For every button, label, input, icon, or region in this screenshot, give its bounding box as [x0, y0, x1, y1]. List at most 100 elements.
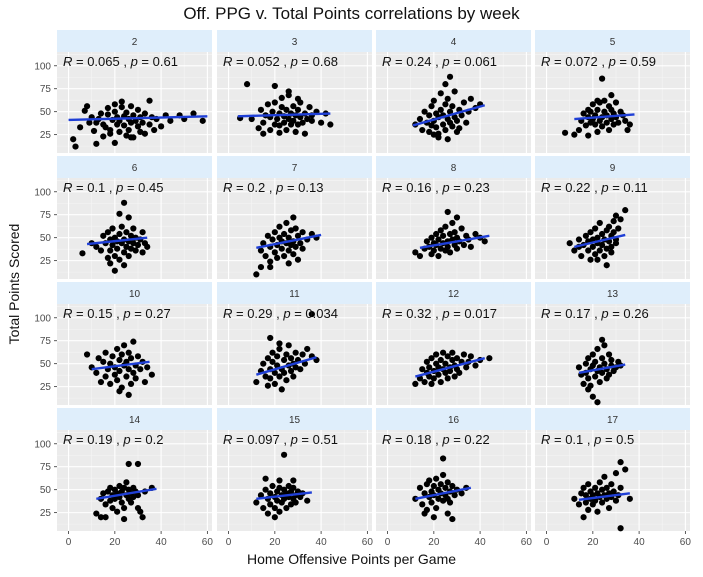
- data-point: [299, 351, 306, 358]
- data-point: [260, 130, 267, 137]
- facet-strip-label: 5: [610, 37, 616, 48]
- data-point: [428, 103, 435, 110]
- data-point: [605, 223, 613, 230]
- panel-background: [376, 52, 531, 153]
- data-point: [433, 351, 440, 358]
- data-point: [278, 386, 285, 393]
- facet-strip: [217, 408, 372, 430]
- data-point: [308, 117, 315, 124]
- data-point: [430, 482, 437, 490]
- facet-strip-label: 2: [132, 37, 138, 48]
- data-point: [444, 510, 451, 517]
- data-point: [306, 103, 313, 111]
- data-point: [109, 504, 116, 512]
- data-point: [458, 225, 465, 232]
- data-point: [264, 510, 271, 517]
- data-point: [601, 252, 608, 260]
- data-point: [264, 355, 271, 362]
- data-point: [125, 349, 132, 356]
- data-point: [437, 481, 444, 488]
- data-point: [274, 115, 281, 123]
- y-tick-label: 25: [40, 256, 52, 267]
- data-point: [449, 219, 456, 227]
- data-point: [608, 356, 615, 364]
- data-point: [290, 251, 297, 258]
- data-point: [598, 499, 606, 506]
- data-point: [264, 232, 271, 239]
- regression-line: [68, 115, 208, 122]
- data-point: [449, 123, 456, 130]
- data-point: [612, 470, 620, 477]
- data-point: [269, 236, 276, 243]
- data-point: [612, 240, 620, 247]
- data-point: [146, 97, 153, 104]
- data-point: [430, 247, 437, 254]
- panel-background: [535, 304, 690, 405]
- regression-line: [574, 233, 626, 249]
- data-point: [437, 90, 444, 97]
- data-point: [72, 143, 79, 150]
- data-point: [97, 514, 105, 521]
- data-point: [116, 210, 123, 217]
- data-point: [437, 378, 444, 386]
- data-point: [107, 380, 114, 387]
- data-point: [435, 252, 442, 260]
- data-point: [592, 373, 599, 380]
- data-point: [83, 103, 91, 110]
- data-point: [248, 115, 255, 123]
- correlation-label: R = 0.18 , p = 0.22: [382, 432, 490, 447]
- data-point: [437, 106, 444, 113]
- data-point: [139, 229, 146, 236]
- data-point: [575, 501, 583, 508]
- data-point: [304, 345, 311, 353]
- data-point: [93, 243, 100, 250]
- data-point: [130, 369, 137, 376]
- data-point: [120, 262, 128, 269]
- data-point: [116, 367, 123, 375]
- data-point: [285, 234, 292, 241]
- regression-line: [86, 236, 148, 246]
- data-point: [274, 353, 281, 360]
- data-point: [622, 117, 629, 124]
- data-point: [580, 484, 587, 491]
- data-point: [481, 238, 488, 245]
- data-point: [278, 245, 285, 252]
- data-point: [134, 460, 142, 468]
- data-point: [458, 490, 465, 497]
- data-point: [116, 256, 123, 263]
- data-point: [137, 508, 144, 515]
- data-point: [594, 345, 601, 353]
- regression-line: [578, 492, 631, 501]
- data-point: [148, 371, 155, 378]
- data-point: [608, 92, 615, 99]
- data-point: [589, 243, 596, 250]
- data-point: [123, 229, 130, 236]
- data-point: [95, 355, 102, 362]
- data-point: [123, 109, 130, 116]
- facet-strip-label: 15: [289, 415, 301, 426]
- x-tick-label: 0: [385, 537, 391, 548]
- x-tick-label: 40: [156, 537, 168, 548]
- facet-strip-label: 7: [292, 163, 298, 174]
- data-point: [571, 131, 578, 138]
- data-point: [271, 121, 278, 128]
- data-point: [287, 367, 295, 375]
- data-point: [118, 103, 125, 111]
- data-point: [137, 366, 144, 373]
- data-point: [578, 252, 585, 260]
- data-point: [109, 241, 116, 249]
- facet-strip: [535, 30, 690, 52]
- data-point: [146, 121, 153, 128]
- data-point: [125, 460, 132, 468]
- data-point: [605, 126, 613, 134]
- correlation-label: R = 0.097 , p = 0.51: [223, 432, 338, 447]
- data-point: [283, 504, 290, 512]
- x-tick-label: 60: [521, 537, 533, 548]
- data-point: [109, 225, 116, 232]
- data-point: [111, 139, 118, 146]
- data-point: [433, 230, 440, 238]
- data-point: [127, 380, 135, 387]
- data-point: [598, 355, 606, 362]
- data-point: [585, 355, 592, 362]
- data-point: [585, 386, 592, 393]
